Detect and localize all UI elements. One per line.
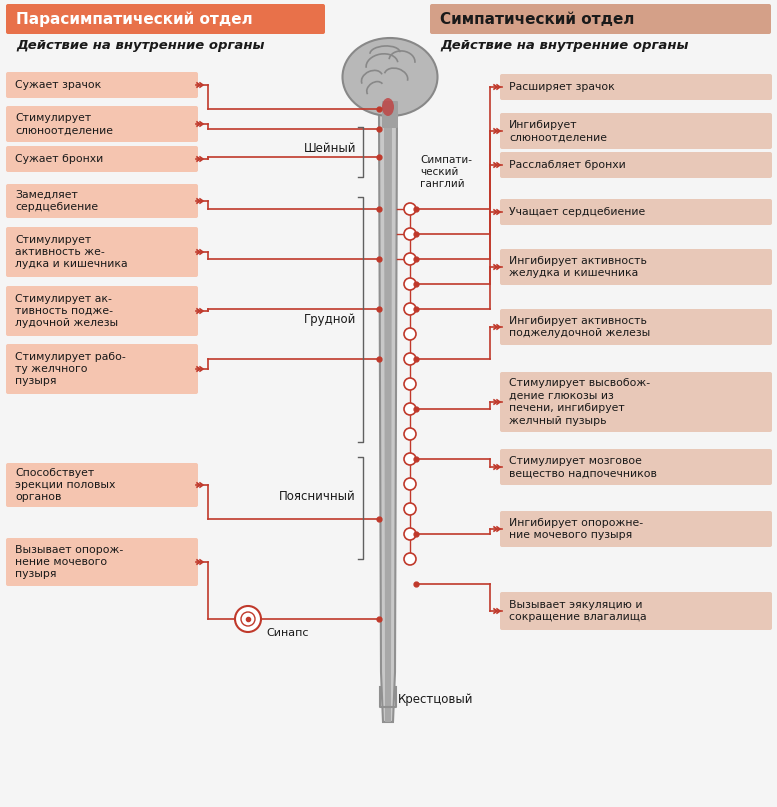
FancyBboxPatch shape [6, 286, 198, 336]
Circle shape [404, 553, 416, 565]
Text: Ингибирует активность
желудка и кишечника: Ингибирует активность желудка и кишечник… [509, 256, 647, 278]
FancyBboxPatch shape [500, 152, 772, 178]
FancyBboxPatch shape [430, 4, 771, 34]
Circle shape [404, 353, 416, 365]
Circle shape [404, 503, 416, 515]
Text: Сужает бронхи: Сужает бронхи [15, 154, 103, 164]
Circle shape [404, 228, 416, 240]
Text: Крестцовый: Крестцовый [398, 692, 473, 705]
Circle shape [404, 378, 416, 390]
FancyBboxPatch shape [6, 538, 198, 586]
Text: Стимулирует ак-
тивность поджe-
лудочной железы: Стимулирует ак- тивность поджe- лудочной… [15, 294, 118, 328]
Text: Ингибирует опорожне-
ние мочевого пузыря: Ингибирует опорожне- ние мочевого пузыря [509, 518, 643, 540]
FancyBboxPatch shape [382, 101, 398, 128]
Text: Поясничный: Поясничный [279, 491, 356, 504]
Text: Вызывает эякуляцию и
сокращение влагалища: Вызывает эякуляцию и сокращение влагалищ… [509, 600, 646, 622]
FancyBboxPatch shape [6, 227, 198, 277]
Text: Стимулирует
слюноотделение: Стимулирует слюноотделение [15, 113, 113, 136]
Circle shape [404, 478, 416, 490]
Text: Действие на внутренние органы: Действие на внутренние органы [440, 39, 688, 52]
Polygon shape [384, 112, 392, 722]
Circle shape [241, 612, 255, 626]
Text: Учащает сердцебиение: Учащает сердцебиение [509, 207, 645, 217]
Text: Симпатический отдел: Симпатический отдел [440, 11, 634, 27]
FancyBboxPatch shape [500, 449, 772, 485]
FancyBboxPatch shape [6, 106, 198, 142]
FancyBboxPatch shape [500, 199, 772, 225]
FancyBboxPatch shape [500, 372, 772, 432]
Text: Замедляет
сердцебиение: Замедляет сердцебиение [15, 190, 98, 212]
Circle shape [404, 528, 416, 540]
FancyBboxPatch shape [500, 511, 772, 547]
Text: Вызывает опорож-
нение мочевого
пузыря: Вызывает опорож- нение мочевого пузыря [15, 545, 124, 579]
FancyBboxPatch shape [500, 74, 772, 100]
Text: Расширяет зрачок: Расширяет зрачок [509, 82, 615, 92]
Circle shape [404, 203, 416, 215]
FancyBboxPatch shape [6, 184, 198, 218]
Text: Сужает зрачок: Сужает зрачок [15, 80, 101, 90]
Text: Парасимпатический отдел: Парасимпатический отдел [16, 11, 253, 27]
Circle shape [404, 328, 416, 340]
Text: Стимулирует
активность же-
лудка и кишечника: Стимулирует активность же- лудка и кишеч… [15, 235, 127, 270]
Text: Ингибирует активность
поджелудочной железы: Ингибирует активность поджелудочной желе… [509, 316, 650, 338]
FancyBboxPatch shape [6, 463, 198, 507]
FancyBboxPatch shape [500, 592, 772, 630]
Text: Расслабляет бронхи: Расслабляет бронхи [509, 160, 625, 170]
Circle shape [404, 403, 416, 415]
Circle shape [235, 606, 261, 632]
Text: Шейный: Шейный [304, 143, 356, 156]
Text: Стимулирует мозговое
вещество надпочечников: Стимулирует мозговое вещество надпочечни… [509, 456, 657, 479]
FancyBboxPatch shape [500, 309, 772, 345]
Text: Способствует
эрекции половых
органов: Способствует эрекции половых органов [15, 467, 115, 503]
FancyBboxPatch shape [6, 72, 198, 98]
Ellipse shape [343, 38, 437, 116]
Text: Стимулирует высвобож-
дение глюкозы из
печени, ингибирует
желчный пузырь: Стимулирует высвобож- дение глюкозы из п… [509, 378, 650, 425]
FancyBboxPatch shape [500, 249, 772, 285]
Ellipse shape [382, 98, 394, 116]
Circle shape [404, 253, 416, 265]
Text: Синапс: Синапс [266, 628, 308, 638]
FancyBboxPatch shape [6, 344, 198, 394]
Text: Ингибирует
слюноотделение: Ингибирует слюноотделение [509, 119, 607, 142]
Text: Грудной: Грудной [304, 312, 356, 325]
FancyBboxPatch shape [6, 4, 325, 34]
Circle shape [404, 278, 416, 290]
FancyBboxPatch shape [500, 113, 772, 149]
Polygon shape [379, 112, 397, 722]
Text: Действие на внутренние органы: Действие на внутренние органы [16, 39, 264, 52]
Circle shape [404, 453, 416, 465]
FancyBboxPatch shape [6, 146, 198, 172]
Text: Симпати-
ческий
ганглий: Симпати- ческий ганглий [420, 155, 472, 190]
Text: Стимулирует рабо-
ту желчного
пузыря: Стимулирует рабо- ту желчного пузыря [15, 352, 126, 387]
Circle shape [404, 303, 416, 315]
Circle shape [404, 428, 416, 440]
